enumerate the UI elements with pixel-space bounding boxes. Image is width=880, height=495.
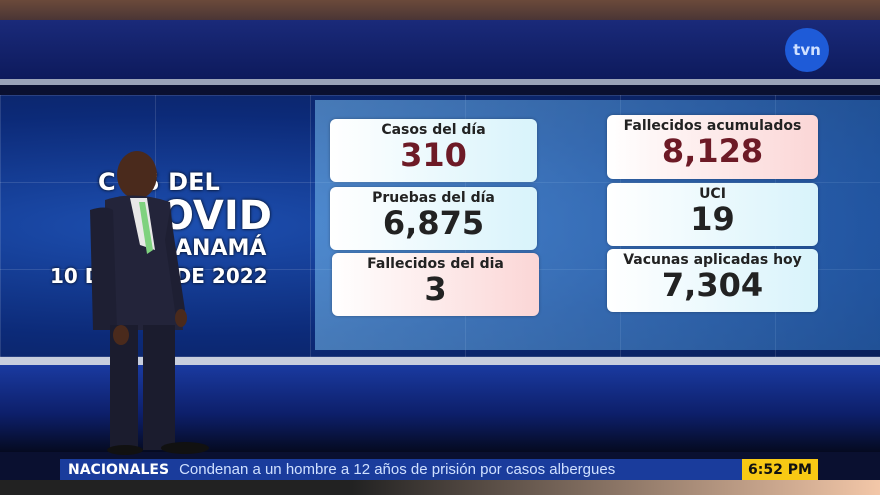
stat-value: 310 bbox=[400, 136, 467, 174]
stat-label: Pruebas del día bbox=[372, 190, 495, 206]
stat-label: Casos del día bbox=[381, 122, 486, 138]
stat-value: 19 bbox=[690, 200, 735, 238]
ticker-clock: 6:52 PM bbox=[742, 459, 818, 480]
stat-label: UCI bbox=[699, 186, 726, 202]
stat-label: Vacunas aplicadas hoy bbox=[623, 252, 802, 268]
stat-card-casos: Casos del día 310 bbox=[330, 119, 537, 182]
stat-value: 8,128 bbox=[661, 132, 764, 170]
stat-label: Fallecidos acumulados bbox=[623, 118, 802, 134]
ticker-headline: Condenan a un hombre a 12 años de prisió… bbox=[179, 461, 616, 478]
stat-value: 7,304 bbox=[661, 266, 764, 304]
wall-title-line2: OVID bbox=[160, 193, 272, 239]
bottom-strip bbox=[0, 480, 880, 495]
stat-card-fallecidos-acumulados: Fallecidos acumulados 8,128 bbox=[607, 115, 818, 179]
stat-value: 3 bbox=[424, 270, 447, 308]
presenter-figure bbox=[90, 151, 209, 455]
news-ticker: NACIONALES Condenan a un hombre a 12 año… bbox=[60, 459, 742, 480]
stat-card-pruebas: Pruebas del día 6,875 bbox=[330, 187, 537, 250]
broadcaster-logo: tvn bbox=[785, 28, 829, 72]
studio-header-band bbox=[0, 20, 880, 85]
stat-label: Fallecidos del dia bbox=[367, 256, 504, 272]
wall-title-line3: ANAMÁ bbox=[175, 236, 267, 261]
stat-value: 6,875 bbox=[382, 204, 485, 242]
ticker-section: NACIONALES bbox=[68, 461, 170, 478]
stat-card-vacunas: Vacunas aplicadas hoy 7,304 bbox=[607, 249, 818, 312]
stat-card-fallecidos-dia: Fallecidos del dia 3 bbox=[332, 253, 539, 316]
stat-card-uci: UCI 19 bbox=[607, 183, 818, 246]
